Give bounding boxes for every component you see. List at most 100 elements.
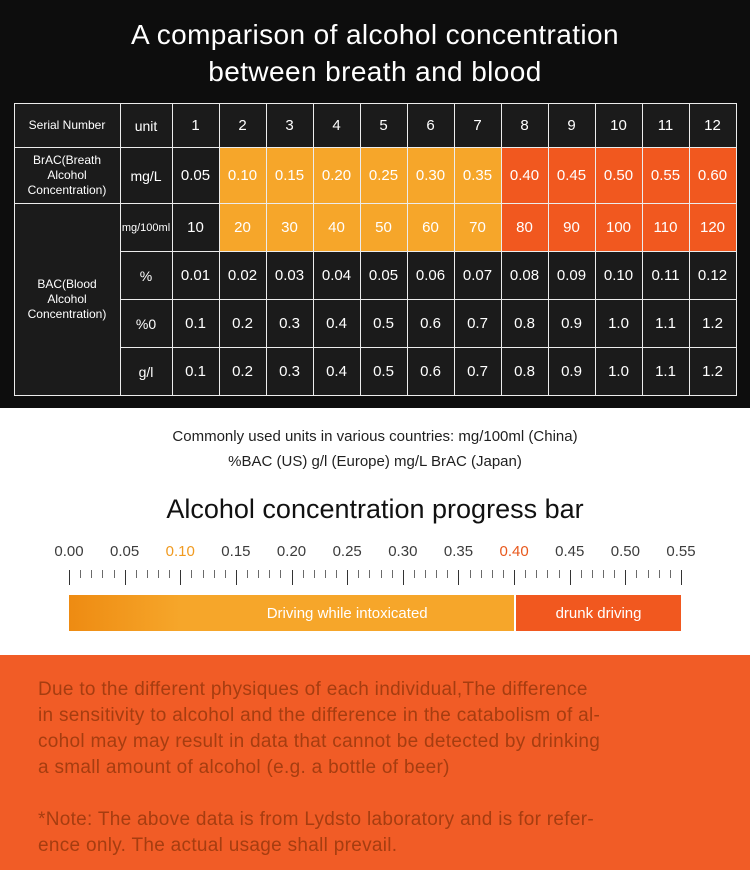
header-col: 10	[594, 103, 643, 148]
bac-label: BAC(Blood Alcohol Concentration)	[13, 203, 121, 396]
value-cell: 0.07	[453, 251, 502, 300]
ruler-tick	[302, 570, 304, 578]
value-cell: 0.35	[453, 147, 502, 204]
ruler-tick	[614, 570, 616, 578]
progress-heading: Alcohol concentration progress bar	[166, 494, 584, 524]
value-cell: 0.7	[453, 347, 502, 396]
ruler-tick	[469, 570, 471, 578]
ruler-tick	[80, 570, 82, 578]
ruler-label: 0.25	[332, 543, 362, 560]
ruler-tick	[235, 570, 237, 585]
bac-unit: g/l	[119, 347, 173, 396]
value-cell: 0.04	[312, 251, 361, 300]
table-header-row: Serial Number unit 1 2 3 4 5 6 7 8 9 10 …	[13, 103, 737, 148]
ruler-tick	[458, 570, 460, 585]
ruler-label: 0.35	[443, 543, 474, 560]
ruler-tick	[180, 570, 182, 585]
value-cell: 0.3	[265, 299, 314, 348]
ruler-tick	[113, 570, 115, 578]
ruler-tick	[91, 570, 93, 578]
page-title: A comparison of alcohol concentration be…	[0, 16, 750, 90]
bac-unit: %	[119, 251, 173, 300]
value-cell: 40	[312, 203, 361, 252]
bar-segment-intoxicated: Driving while intoxicated	[180, 595, 515, 631]
value-cell: 1.0	[594, 347, 643, 396]
ruler-tick	[402, 570, 404, 585]
value-cell: 0.09	[547, 251, 596, 300]
ruler-tick	[391, 570, 393, 578]
value-cell: 1.2	[688, 347, 737, 396]
value-cell: 0.45	[547, 147, 596, 204]
ruler-tick	[224, 570, 226, 578]
ruler-tick	[480, 570, 482, 578]
value-cell: 1.1	[641, 299, 690, 348]
header-col: 7	[453, 103, 502, 148]
ruler-tick	[681, 570, 682, 585]
ruler-tick	[514, 570, 516, 585]
ruler-tick	[313, 570, 315, 578]
ruler-label-intoxicated-threshold: 0.10	[165, 543, 195, 560]
ruler-tick	[336, 570, 338, 578]
ruler-tick	[658, 570, 660, 578]
concentration-ruler: 0.00 0.05 0.10 0.15 0.20 0.25 0.30 0.35 …	[54, 543, 696, 586]
value-cell: 0.05	[171, 147, 220, 204]
disclaimer-line: a small amount of alcohol (e.g. a bottle…	[38, 757, 450, 778]
header-col: 6	[406, 103, 455, 148]
header-col: 4	[312, 103, 361, 148]
ruler-tick	[280, 570, 282, 578]
value-cell: 0.15	[265, 147, 314, 204]
value-cell: 0.4	[312, 347, 361, 396]
ruler-tick	[269, 570, 271, 578]
value-cell: 60	[406, 203, 455, 252]
ruler-tick	[525, 570, 527, 578]
ruler-tick	[425, 570, 427, 578]
ruler-tick	[146, 570, 148, 578]
value-cell: 0.10	[218, 147, 267, 204]
ruler-tick	[347, 570, 349, 585]
ruler-tick	[380, 570, 382, 578]
ruler-tick	[158, 570, 160, 578]
title-line-2: between breath and blood	[208, 56, 542, 87]
note-text: *Note: The above data is from Lydsto lab…	[38, 807, 712, 859]
ruler-tick	[247, 570, 249, 578]
ruler-ticks	[69, 570, 682, 586]
header-col: 11	[641, 103, 690, 148]
ruler-tick	[447, 570, 449, 578]
bar-label-drunk: drunk driving	[555, 604, 642, 622]
value-cell: 80	[500, 203, 549, 252]
value-cell: 30	[265, 203, 314, 252]
value-cell: 0.2	[218, 347, 267, 396]
ruler-tick	[603, 570, 605, 578]
disclaimer-section: Due to the different physiques of each i…	[0, 655, 750, 870]
ruler-tick	[291, 570, 293, 585]
header-col: 2	[218, 103, 267, 148]
ruler-tick	[369, 570, 371, 578]
value-cell: 110	[641, 203, 690, 252]
ruler-tick	[580, 570, 582, 578]
ruler-label: 0.55	[666, 543, 696, 560]
value-cell: 10	[171, 203, 220, 252]
bar-label-intoxicated: Driving while intoxicated	[266, 604, 428, 622]
ruler-tick	[547, 570, 549, 578]
ruler-tick	[669, 570, 671, 578]
value-cell: 0.50	[594, 147, 643, 204]
ruler-tick	[636, 570, 638, 578]
ruler-label: 0.50	[610, 543, 640, 560]
ruler-label-drunk-threshold: 0.40	[499, 543, 529, 560]
ruler-tick	[536, 570, 538, 578]
value-cell: 0.40	[500, 147, 549, 204]
disclaimer-line: Due to the different physiques of each i…	[38, 679, 588, 700]
ruler-tick	[69, 570, 70, 585]
header-col: 1	[171, 103, 220, 148]
disclaimer-line: in sensitivity to alcohol and the differ…	[38, 705, 601, 726]
ruler-label: 0.05	[110, 543, 140, 560]
value-cell: 0.9	[547, 299, 596, 348]
ruler-tick	[124, 570, 126, 585]
value-cell: 0.10	[594, 251, 643, 300]
ruler-tick	[202, 570, 204, 578]
ruler-label: 0.20	[276, 543, 307, 560]
ruler-tick	[625, 570, 627, 585]
value-cell: 0.8	[500, 299, 549, 348]
value-cell: 0.20	[312, 147, 361, 204]
value-cell: 0.55	[641, 147, 690, 204]
